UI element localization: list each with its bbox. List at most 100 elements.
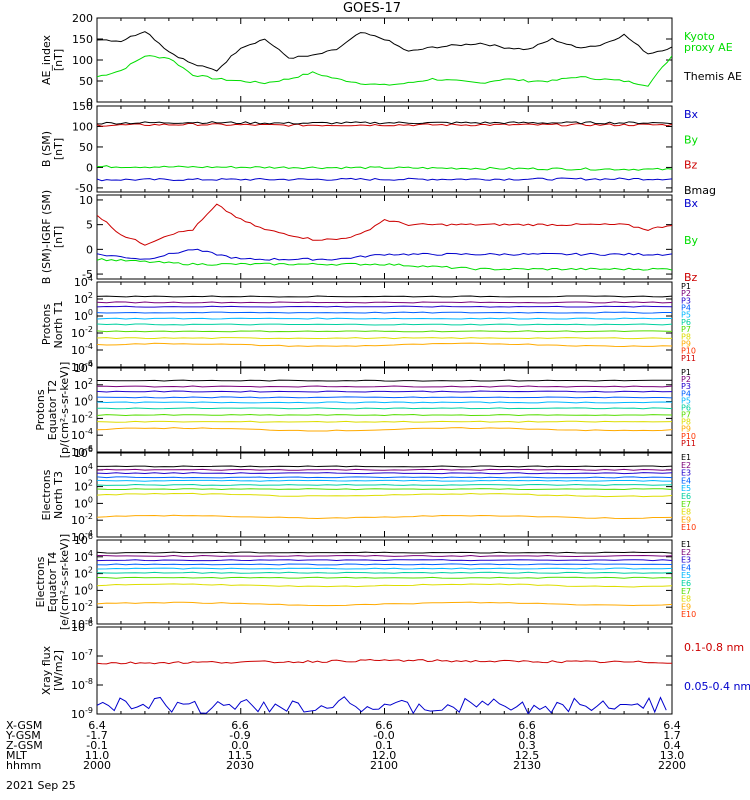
legend-channel-E8: E8 (681, 508, 691, 517)
channel-line-P5 (97, 317, 672, 320)
legend-label: By (684, 234, 699, 247)
y-axis-label: Electrons (40, 469, 53, 520)
y-axis-label: Protons (40, 304, 53, 345)
y-tick-label: 10 (79, 194, 93, 207)
y-axis-label: [nT] (52, 49, 65, 71)
channel-line-P3 (97, 305, 672, 308)
y-axis-label: B (SM)-IGRF (SM) (40, 190, 53, 284)
legend-channel-P4: P4 (681, 304, 691, 313)
channel-line-E9 (97, 514, 672, 520)
y-tick-label: 10-6 (71, 444, 93, 459)
legend-label: Bz (684, 271, 698, 284)
x-axis-value: 2030 (226, 759, 254, 772)
panel-8: 10-6 10-7 10-8 10-9 Xray flux [W/m2] 0.1-0.8 n… (40, 619, 750, 721)
legend-channel-P3: P3 (681, 296, 691, 305)
data-layer (97, 121, 672, 182)
data-layer (97, 379, 672, 432)
y-axis-label: AE_index (40, 34, 53, 85)
channel-line-P7 (97, 414, 672, 417)
series-line-1 (97, 55, 672, 87)
series-line-2 (97, 31, 672, 72)
y-tick-label: 100 (74, 495, 93, 510)
legend-channel-P7: P7 (681, 325, 691, 334)
x-axis-value: -0.1 (86, 739, 107, 752)
y-tick-label: 10-2 (71, 325, 93, 340)
y-tick-label: 104 (74, 549, 93, 564)
x-axis-value: 6.6 (375, 719, 393, 732)
x-axis-value: -1.7 (86, 729, 107, 742)
legend-channel-P5: P5 (681, 396, 691, 405)
y-tick-label: 10-4 (71, 342, 93, 357)
x-axis-table: X-GSM 6.4 6.6 6.6 6.6 6.4 Y-GSM -1.7 -0.9 -0.0 0.8… (5, 719, 686, 792)
x-axis-value: 0.8 (518, 729, 536, 742)
y-tick-label: 0 (86, 161, 93, 174)
data-layer (97, 551, 672, 607)
y-tick-label: 10-6 (71, 359, 93, 374)
y-axis-label: Electrons (34, 556, 47, 607)
channel-line-P1 (97, 295, 672, 298)
channel-line-E9 (97, 601, 672, 607)
channel-line-E7 (97, 488, 672, 491)
legend-channel-E2: E2 (681, 461, 691, 470)
legend-label: By (684, 133, 699, 146)
channel-line-P6 (97, 407, 672, 410)
x-axis-value: -0.0 (373, 729, 394, 742)
legend-channel-P9: P9 (681, 339, 691, 348)
channel-line-P8 (97, 337, 672, 340)
y-tick-label: 10-2 (71, 599, 93, 614)
x-axis-value: 12.0 (372, 749, 397, 762)
y-axis-label: [e/(cm²-s-sr-keV)] (58, 534, 71, 630)
legend-channel-E10: E10 (681, 610, 696, 619)
channel-line-E1 (97, 465, 672, 468)
legend-channel-E2: E2 (681, 548, 691, 557)
channel-line-P2 (97, 301, 672, 304)
channel-line-E8 (97, 583, 672, 588)
channel-line-E6 (97, 571, 672, 574)
legend-channel-P4: P4 (681, 389, 691, 398)
channel-line-E5 (97, 479, 672, 482)
date-label: 2021 Sep 25 (6, 779, 76, 792)
chart-title: GOES-17 (343, 1, 401, 16)
legend-label: Bx (684, 108, 699, 121)
series-line-2 (97, 696, 667, 714)
y-tick-label: 106 (74, 532, 93, 547)
data-layer (97, 465, 672, 520)
x-axis-value: 0.4 (663, 739, 681, 752)
legend-label: Themis AE (683, 70, 742, 83)
panel-2: -50 0 50 100 150 B (SM) [nT] Bx By Bz Bmag (40, 100, 716, 197)
x-axis-value: 12.5 (515, 749, 540, 762)
channel-line-P1 (97, 379, 672, 382)
x-axis-row-label: X-GSM (6, 719, 42, 732)
x-axis-value: 1.7 (663, 729, 681, 742)
y-tick-label: 10-9 (71, 706, 93, 721)
y-tick-label: 100 (72, 54, 93, 67)
y-tick-label: 0 (86, 96, 93, 109)
x-axis-value: 11.0 (85, 749, 110, 762)
panel-frame (96, 17, 673, 103)
legend-channel-E5: E5 (681, 571, 691, 580)
legend-channel-E7: E7 (681, 587, 691, 596)
y-tick-label: 10-7 (71, 648, 93, 663)
x-axis-row-label: hhmm (6, 759, 41, 772)
y-axis-label: Equator T4 (46, 552, 59, 612)
y-axis-label: Protons (34, 389, 47, 430)
y-tick-label: 200 (72, 12, 93, 25)
y-tick-label: 0 (86, 243, 93, 256)
channel-line-E1 (97, 551, 672, 554)
data-layer (97, 658, 672, 714)
data-layer (97, 295, 672, 347)
series-line-4 (97, 121, 672, 125)
legend-label: Kyoto (684, 30, 715, 43)
legend-channel-E1: E1 (681, 540, 691, 549)
legend: Bx By Bz (684, 197, 699, 284)
legend: Bx By Bz Bmag (684, 108, 716, 197)
x-axis-value: 6.4 (663, 719, 681, 732)
y-tick-label: 100 (74, 582, 93, 597)
legend-channel-E7: E7 (681, 500, 691, 509)
y-tick-label: 50 (79, 75, 93, 88)
